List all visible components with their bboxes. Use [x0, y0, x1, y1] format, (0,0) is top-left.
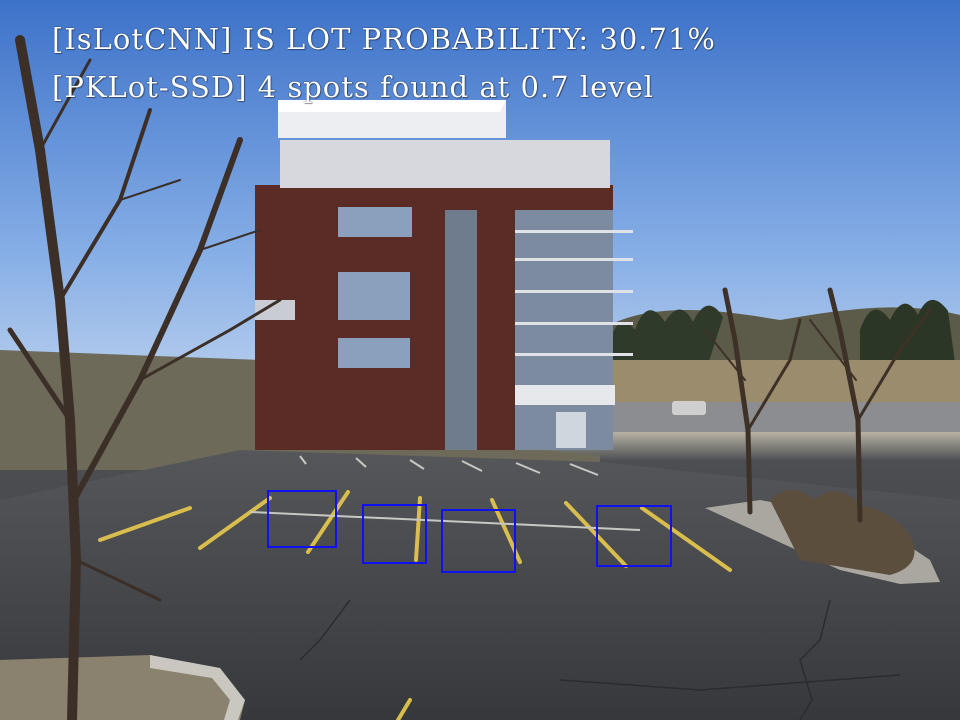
detected-spot-box-2: [362, 504, 427, 564]
left-curb: [150, 655, 245, 720]
asphalt-cracks: [299, 599, 901, 720]
detected-spot-box-1: [267, 490, 337, 548]
cnn-probability-label: [IsLotCNN] IS LOT PROBABILITY: 30.71%: [52, 22, 716, 56]
detected-spot-box-4: [596, 505, 672, 567]
parking-stripes-far: [249, 455, 641, 531]
bare-tree-right: [704, 287, 932, 523]
hillside: [0, 350, 600, 470]
shrubs: [770, 490, 915, 575]
detected-spot-box-3: [441, 509, 516, 573]
office-building: [255, 100, 633, 450]
parked-car: [672, 401, 706, 415]
ssd-spots-label: [PKLot-SSD] 4 spots found at 0.7 level: [52, 70, 655, 104]
bare-tree-left: [7, 35, 282, 720]
road: [610, 402, 960, 432]
